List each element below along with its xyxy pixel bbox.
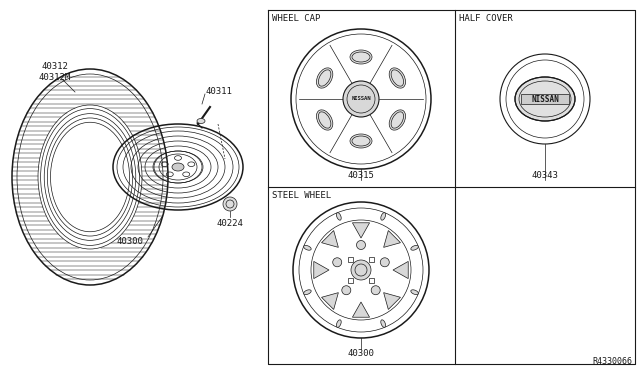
Text: 40343: 40343 — [532, 170, 559, 180]
Ellipse shape — [411, 246, 419, 250]
Ellipse shape — [303, 290, 311, 295]
Circle shape — [380, 258, 389, 267]
Text: 40300: 40300 — [116, 237, 143, 247]
Ellipse shape — [381, 320, 385, 327]
FancyBboxPatch shape — [521, 94, 569, 104]
Ellipse shape — [197, 119, 205, 124]
Bar — [348, 257, 353, 262]
Ellipse shape — [303, 246, 311, 250]
Circle shape — [333, 258, 342, 267]
Ellipse shape — [389, 68, 406, 88]
Text: STEEL WHEEL: STEEL WHEEL — [272, 191, 331, 200]
Circle shape — [351, 260, 371, 280]
Polygon shape — [321, 231, 339, 247]
Ellipse shape — [350, 134, 372, 148]
Bar — [348, 278, 353, 283]
Polygon shape — [383, 293, 401, 310]
Ellipse shape — [350, 50, 372, 64]
Circle shape — [223, 197, 237, 211]
Ellipse shape — [316, 68, 333, 88]
Polygon shape — [353, 223, 369, 238]
Ellipse shape — [316, 110, 333, 130]
Ellipse shape — [172, 163, 184, 171]
Text: 40311: 40311 — [205, 87, 232, 96]
Circle shape — [371, 286, 380, 295]
Ellipse shape — [411, 290, 419, 295]
Text: 40224: 40224 — [216, 219, 243, 228]
Circle shape — [343, 81, 379, 117]
Circle shape — [356, 241, 365, 250]
Ellipse shape — [389, 110, 406, 130]
Polygon shape — [321, 293, 339, 310]
Text: 40312
40312M: 40312 40312M — [39, 62, 71, 82]
Text: NISSAN: NISSAN — [351, 96, 371, 102]
Text: R4330066: R4330066 — [592, 357, 632, 366]
Ellipse shape — [337, 320, 341, 327]
Ellipse shape — [381, 213, 385, 220]
Text: NISSAN: NISSAN — [531, 94, 559, 103]
Polygon shape — [383, 231, 401, 247]
Polygon shape — [314, 262, 329, 279]
Text: HALF COVER: HALF COVER — [459, 14, 513, 23]
Bar — [369, 257, 374, 262]
Ellipse shape — [337, 213, 341, 220]
Text: WHEEL CAP: WHEEL CAP — [272, 14, 321, 23]
Polygon shape — [353, 302, 369, 317]
Polygon shape — [393, 262, 408, 279]
Bar — [369, 278, 374, 283]
Text: 40300: 40300 — [348, 350, 374, 359]
Text: 40315: 40315 — [348, 170, 374, 180]
Circle shape — [342, 286, 351, 295]
Ellipse shape — [515, 77, 575, 121]
